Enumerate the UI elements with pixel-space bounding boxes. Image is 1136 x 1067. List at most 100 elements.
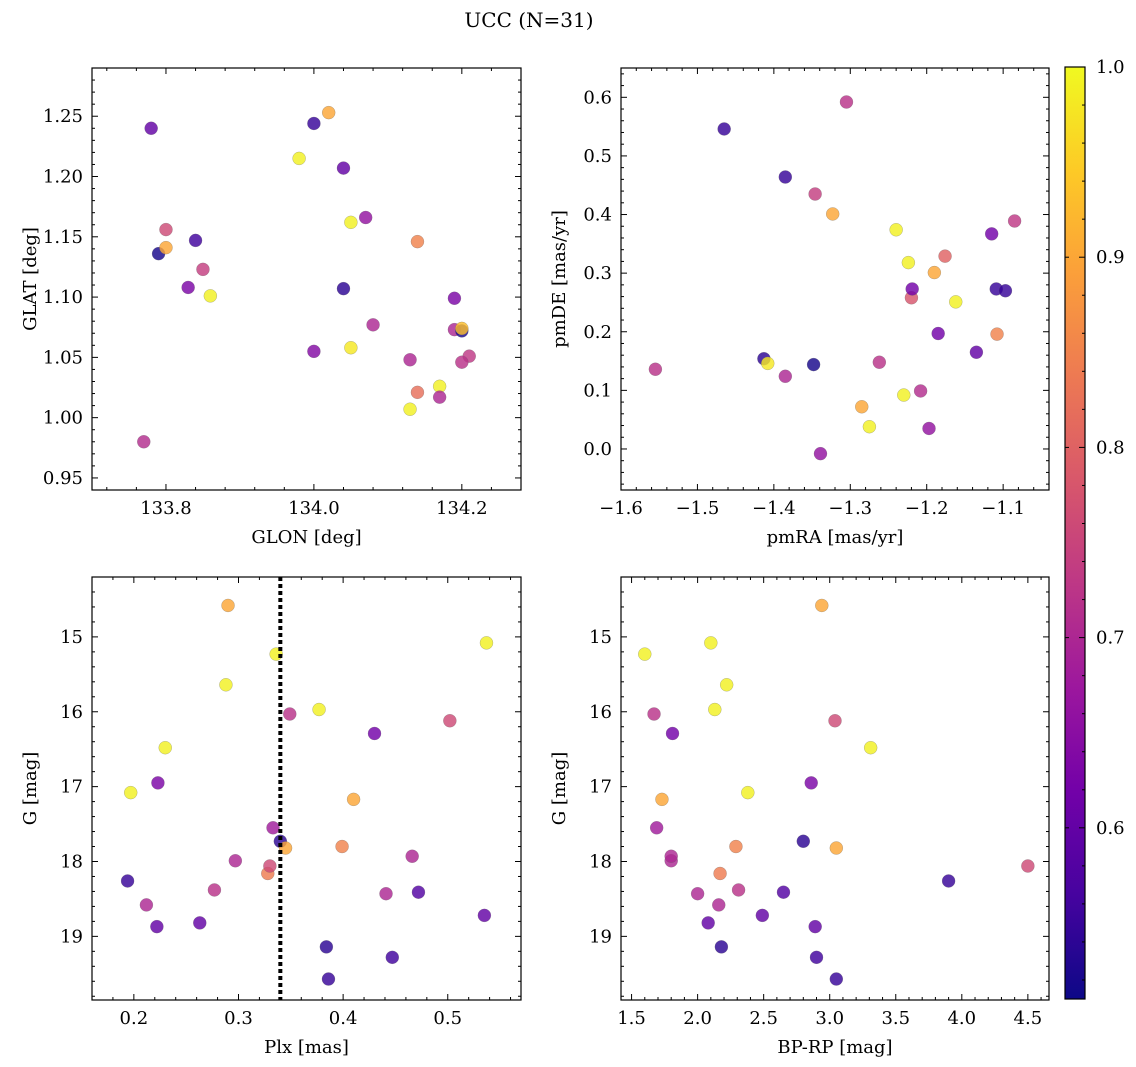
- y-tick-label: 1.15: [43, 227, 83, 248]
- scatter-point: [648, 362, 663, 376]
- scatter-point: [124, 785, 138, 800]
- scatter-point: [228, 854, 243, 868]
- scatter-points: [648, 95, 1022, 461]
- scatter-point: [137, 435, 151, 449]
- scatter-point: [321, 105, 336, 120]
- x-tick-label: −1.3: [828, 498, 872, 519]
- x-axis-label: BP-RP [mag]: [777, 1037, 892, 1058]
- x-tick-label: 133.8: [140, 498, 192, 519]
- scatter-point: [796, 834, 810, 848]
- scatter-point: [813, 446, 828, 461]
- scatter-point: [312, 702, 326, 717]
- scatter-point: [193, 916, 207, 930]
- y-tick-label: 1.05: [43, 347, 83, 368]
- x-tick-label: 4.5: [1014, 1008, 1043, 1029]
- axes-frame: [620, 576, 1050, 1001]
- scatter-point: [307, 116, 321, 131]
- scatter-point: [729, 839, 743, 854]
- y-tick-label: 18: [60, 851, 83, 872]
- x-tick-label: 0.3: [224, 1008, 253, 1029]
- scatter-point: [984, 227, 999, 241]
- scatter-point: [203, 289, 218, 303]
- scatter-point: [367, 726, 382, 741]
- x-tick-label: 3.5: [881, 1008, 910, 1029]
- scatter-point: [776, 885, 791, 899]
- scatter-point: [1021, 859, 1035, 873]
- x-tick-label: −1.2: [905, 498, 949, 519]
- x-axis-label: Plx [mas]: [264, 1037, 349, 1058]
- scatter-point: [455, 321, 469, 336]
- scatter-point: [321, 972, 336, 986]
- scatter-point: [219, 678, 233, 692]
- scatter-points: [137, 105, 476, 449]
- scatter-point: [969, 345, 984, 359]
- y-tick-label: 16: [60, 702, 83, 723]
- scatter-point: [432, 390, 447, 404]
- panel-3: 0.2 0.3 0.4 0.5 15 16 17 18 19 Plx [mas] G [mag]: [20, 576, 522, 1058]
- y-tick-label: 18: [589, 851, 612, 872]
- scatter-point: [922, 421, 936, 436]
- y-tick-label: 16: [589, 702, 612, 723]
- scatter-points: [120, 598, 494, 986]
- scatter-point: [755, 908, 770, 923]
- axes-frame: [91, 67, 522, 491]
- scatter-point: [1007, 214, 1022, 228]
- x-tick-label: 1.5: [617, 1008, 646, 1029]
- scatter-point: [808, 919, 822, 934]
- scatter-point: [379, 886, 393, 901]
- scatter-point: [649, 821, 664, 835]
- scatter-point: [806, 357, 821, 372]
- scatter-point: [151, 776, 165, 790]
- scatter-point: [941, 874, 956, 888]
- scatter-point: [410, 234, 425, 249]
- x-tick-label: −1.5: [676, 498, 720, 519]
- scatter-point: [207, 883, 222, 897]
- scatter-point: [403, 402, 417, 416]
- scatter-point: [159, 222, 173, 237]
- colorbar: 0.6 0.7 0.8 0.9 1.0: [1064, 57, 1125, 1000]
- scatter-point: [713, 866, 727, 881]
- colorbar-tick-label: 0.6: [1096, 818, 1125, 839]
- y-tick-label: 0.2: [583, 322, 612, 343]
- scatter-point: [221, 598, 235, 613]
- y-tick-label: 0.1: [583, 380, 612, 401]
- y-tick-label: 1.25: [43, 106, 83, 127]
- x-tick-label: 2.5: [749, 1008, 778, 1029]
- y-tick-label: 15: [589, 627, 612, 648]
- y-tick-label: 1.00: [43, 408, 83, 429]
- scatter-point: [335, 839, 349, 854]
- scatter-point: [863, 740, 878, 755]
- scatter-point: [708, 702, 722, 717]
- scatter-point: [998, 284, 1013, 298]
- scatter-point: [665, 726, 680, 741]
- scatter-point: [358, 210, 373, 225]
- y-tick-label: 0.95: [43, 468, 83, 489]
- x-tick-label: −1.4: [752, 498, 796, 519]
- scatter-point: [862, 420, 877, 434]
- x-tick-label: 134.2: [436, 498, 488, 519]
- scatter-point: [826, 207, 840, 221]
- scatter-point: [704, 636, 718, 650]
- scatter-point: [990, 327, 1004, 341]
- panel-1: 133.8 134.0 134.2 0.95 1.00 1.05 1.10 1.15 1.20 1…: [20, 67, 522, 548]
- axes-frame: [620, 67, 1050, 491]
- scatter-point: [927, 265, 942, 280]
- scatter-point: [144, 121, 158, 135]
- scatter-point: [188, 233, 203, 248]
- scatter-point: [714, 940, 729, 954]
- scatter-point: [647, 707, 661, 721]
- colorbar-tick-label: 0.7: [1096, 628, 1125, 649]
- scatter-point: [913, 384, 928, 398]
- x-tick-label: 0.2: [120, 1008, 149, 1029]
- scatter-point: [158, 740, 172, 755]
- y-axis-label: G [mag]: [549, 752, 570, 825]
- scatter-point: [366, 318, 380, 332]
- scatter-point: [901, 255, 916, 270]
- scatter-point: [741, 785, 755, 800]
- scatter-points: [638, 598, 1035, 986]
- colorbar-frame: [1064, 66, 1086, 1000]
- x-tick-label: −1.6: [599, 498, 643, 519]
- scatter-point: [655, 792, 669, 807]
- scatter-point: [403, 353, 417, 367]
